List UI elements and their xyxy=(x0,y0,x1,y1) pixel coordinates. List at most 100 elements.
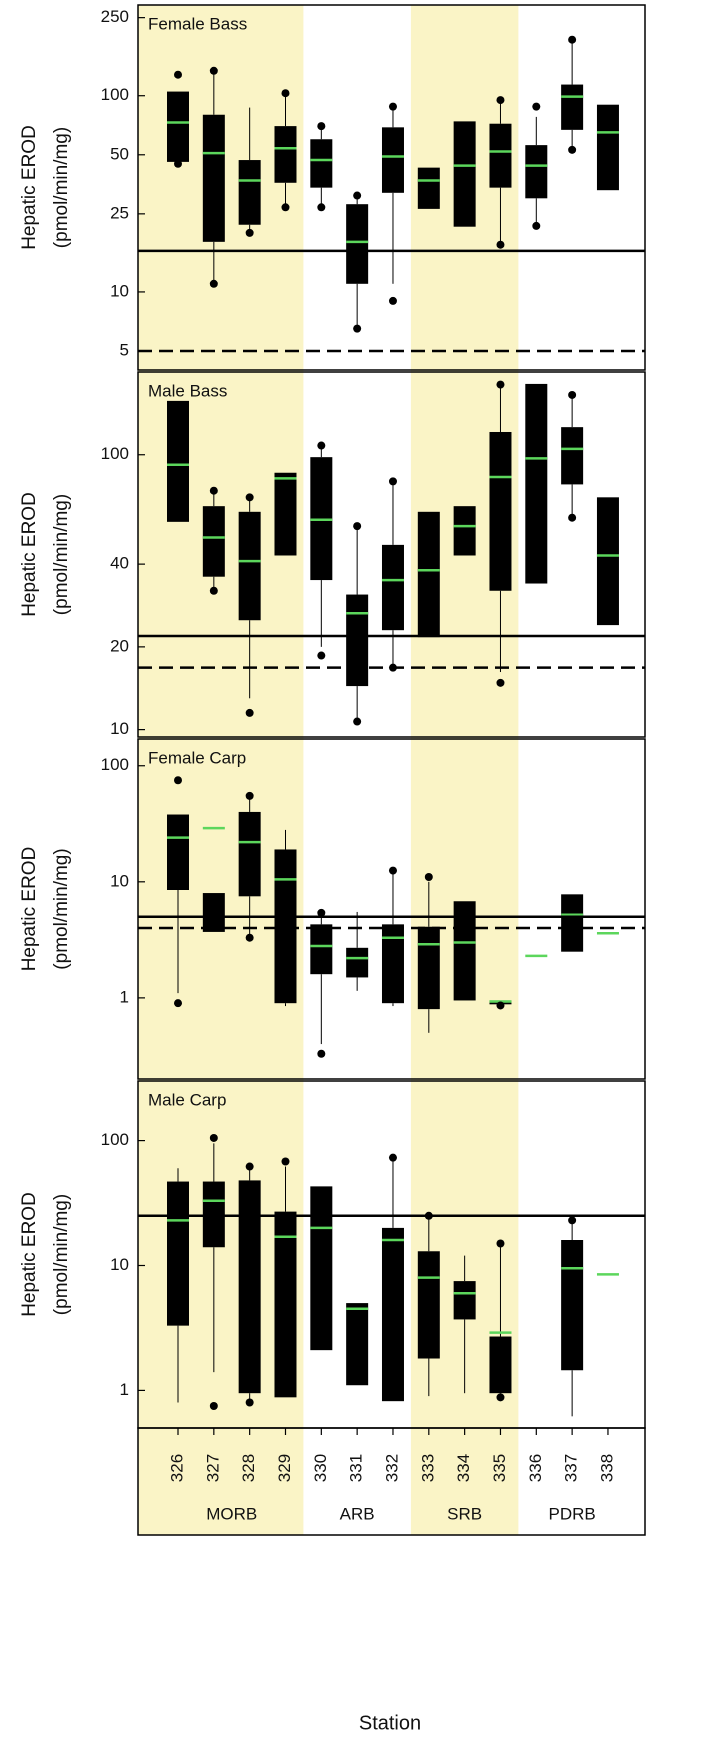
outlier xyxy=(496,1239,505,1248)
x-axis-label: Station xyxy=(359,1712,421,1734)
box xyxy=(274,1211,297,1398)
box xyxy=(310,1186,333,1351)
box xyxy=(310,139,333,188)
group-label: SRB xyxy=(447,1504,482,1523)
outlier xyxy=(174,776,182,785)
y-tick-label: 100 xyxy=(101,444,129,463)
box xyxy=(238,160,261,225)
box xyxy=(346,594,369,687)
panel-title: Male Carp xyxy=(148,1090,226,1109)
y-tick-label: 10 xyxy=(110,281,129,300)
y-tick-label: 100 xyxy=(101,1130,129,1149)
box xyxy=(453,506,476,556)
box xyxy=(417,167,440,209)
outlier xyxy=(281,1157,290,1166)
box xyxy=(202,114,225,242)
outlier xyxy=(317,122,326,131)
outlier xyxy=(353,324,362,333)
box xyxy=(561,1240,584,1371)
outlier xyxy=(496,96,505,105)
outlier xyxy=(281,89,290,98)
x-tick-label: 336 xyxy=(526,1454,545,1482)
outlier xyxy=(568,513,577,522)
box xyxy=(346,947,369,978)
panel-frame xyxy=(137,4,646,371)
station-band xyxy=(137,1427,646,1536)
box xyxy=(417,1251,440,1359)
x-tick-label: 327 xyxy=(203,1454,222,1482)
outlier xyxy=(209,279,218,288)
panel-frame xyxy=(137,738,646,1080)
y-tick-label: 1 xyxy=(120,1380,129,1399)
panel-title: Female Bass xyxy=(148,14,247,33)
outlier xyxy=(209,1402,218,1411)
y-tick-label: 10 xyxy=(110,871,129,890)
outlier xyxy=(388,866,397,875)
outlier xyxy=(245,933,254,942)
outlier xyxy=(317,651,326,660)
y-axis-label: (pmol/min/mg) xyxy=(51,127,72,248)
box xyxy=(346,1303,369,1386)
outlier xyxy=(317,1049,326,1058)
y-axis-label: Hepatic EROD xyxy=(19,1192,40,1317)
outlier xyxy=(245,1398,254,1407)
group-label: MORB xyxy=(206,1504,257,1523)
outlier xyxy=(388,296,397,305)
box xyxy=(453,121,476,227)
outlier xyxy=(353,717,362,726)
box xyxy=(489,1336,512,1394)
x-tick-label: 330 xyxy=(311,1454,330,1482)
box xyxy=(381,1227,404,1402)
outlier xyxy=(174,159,182,168)
outlier xyxy=(496,380,505,389)
outlier xyxy=(174,70,182,79)
panel-title: Male Bass xyxy=(148,381,227,400)
outlier xyxy=(568,35,577,44)
box xyxy=(525,383,548,584)
box xyxy=(417,511,440,638)
box xyxy=(489,431,512,591)
y-tick-label: 10 xyxy=(110,719,129,738)
outlier xyxy=(568,1216,577,1225)
outlier xyxy=(209,586,218,595)
outlier xyxy=(568,145,577,154)
box xyxy=(453,1281,476,1320)
box xyxy=(167,400,189,522)
outlier xyxy=(568,390,577,399)
outlier xyxy=(317,908,326,917)
outlier xyxy=(424,873,433,882)
group-label: ARB xyxy=(340,1504,375,1523)
outlier xyxy=(388,1153,397,1162)
y-axis-label: (pmol/min/mg) xyxy=(51,848,72,969)
box xyxy=(561,84,584,130)
outlier xyxy=(245,1162,254,1171)
box xyxy=(453,901,476,1001)
outlier xyxy=(496,1001,505,1010)
y-tick-label: 25 xyxy=(110,203,129,222)
box xyxy=(202,1181,225,1248)
outlier xyxy=(532,221,541,230)
y-tick-label: 250 xyxy=(101,7,129,26)
outlier xyxy=(317,203,326,212)
box xyxy=(167,91,189,162)
box xyxy=(202,893,225,932)
shading-layer xyxy=(138,5,519,1535)
box xyxy=(274,849,297,1004)
outlier xyxy=(388,477,397,486)
box xyxy=(561,427,584,485)
outlier xyxy=(496,678,505,687)
box xyxy=(381,544,404,631)
x-tick-label: 328 xyxy=(239,1454,258,1482)
x-tick-label: 333 xyxy=(418,1454,437,1482)
outlier xyxy=(209,1133,218,1142)
panel-frame xyxy=(137,371,646,738)
outlier xyxy=(281,203,290,212)
box xyxy=(238,811,261,897)
box xyxy=(596,497,619,626)
y-tick-label: 50 xyxy=(110,144,129,163)
outlier xyxy=(496,1393,505,1402)
x-tick-label: 326 xyxy=(167,1454,186,1482)
box xyxy=(596,104,619,191)
box xyxy=(167,1181,189,1326)
